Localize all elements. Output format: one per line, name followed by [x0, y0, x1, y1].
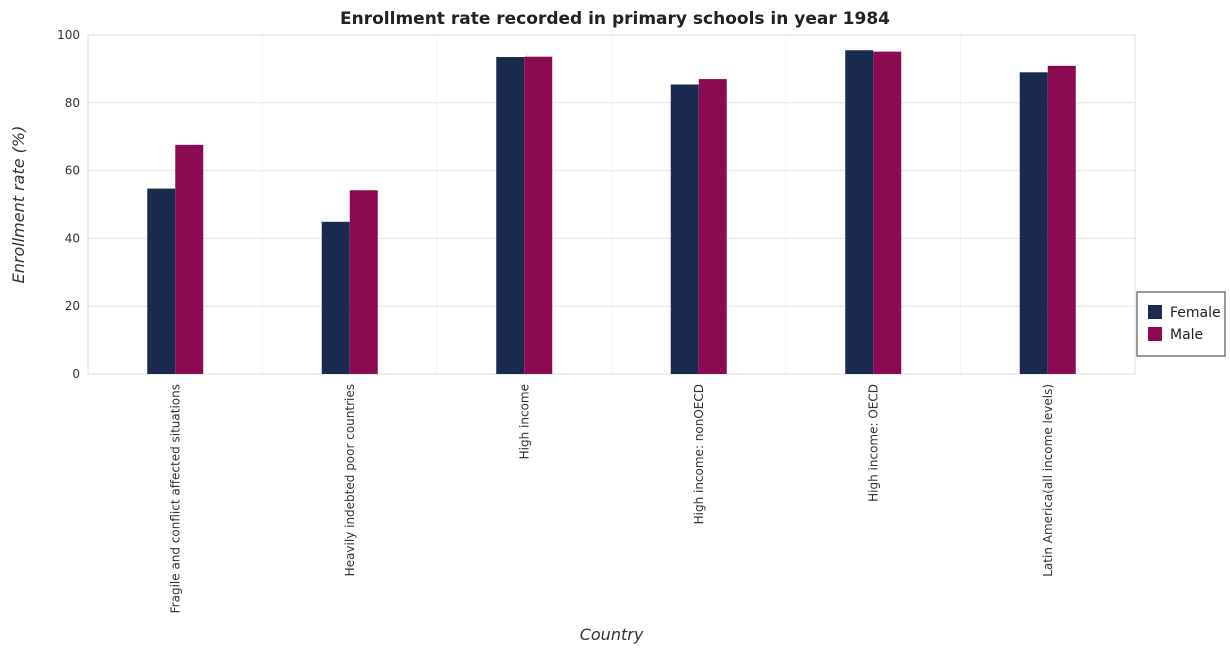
bar-male: [1047, 65, 1076, 374]
y-tick-label: 40: [65, 231, 80, 245]
legend-swatch-female: [1148, 305, 1162, 319]
legend-swatch-male: [1148, 327, 1162, 341]
legend-label-male: Male: [1170, 327, 1203, 343]
y-axis-label: Enrollment rate (%): [9, 126, 28, 284]
x-tick-label: High income: nonOECD: [692, 384, 706, 524]
x-tick-label: High income: OECD: [866, 384, 880, 502]
bar-male: [524, 56, 553, 375]
bar-female: [670, 84, 699, 374]
grid-lines: [87, 34, 1136, 375]
y-tick-label: 0: [72, 367, 80, 381]
chart-title: Enrollment rate recorded in primary scho…: [340, 9, 890, 29]
bar-female: [845, 50, 874, 374]
bar-female: [321, 221, 350, 374]
y-tick-label: 100: [57, 28, 80, 42]
bar-male: [873, 51, 902, 375]
legend-label-female: Female: [1170, 305, 1221, 321]
y-tick-label: 20: [65, 299, 80, 313]
y-tick-label: 60: [65, 164, 80, 178]
bar-male: [349, 190, 378, 374]
bar-male: [698, 79, 727, 374]
y-tick-label: 80: [65, 96, 80, 110]
bars: [147, 50, 1076, 375]
legend-box: [1136, 291, 1226, 357]
x-tick-label: Fragile and conflict affected situations: [168, 384, 182, 613]
bar-male: [175, 144, 204, 374]
y-tick-labels: 0 20 40 60 80 100: [57, 28, 80, 381]
x-axis-label: Country: [580, 625, 644, 644]
legend: Female Male: [1136, 291, 1226, 357]
x-tick-label: High income: [517, 384, 531, 459]
x-tick-labels: Fragile and conflict affected situations…: [168, 384, 1055, 613]
bar-female: [496, 57, 525, 374]
bar-female: [1019, 72, 1048, 374]
plot-frame: [87, 34, 1136, 375]
x-tick-label: Latin America(all income levels): [1041, 384, 1055, 577]
x-tick-label: Heavily indebted poor countries: [343, 384, 357, 576]
bar-female: [147, 188, 176, 374]
